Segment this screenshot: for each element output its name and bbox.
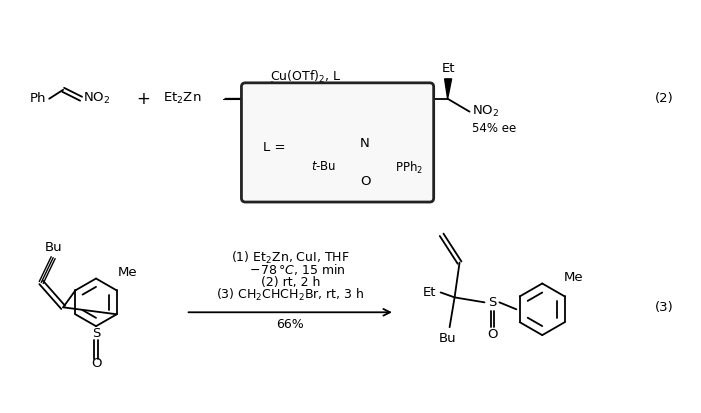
FancyBboxPatch shape bbox=[241, 83, 434, 202]
Text: O: O bbox=[360, 175, 371, 188]
Text: S: S bbox=[489, 296, 496, 309]
Text: Et$_2$Zn: Et$_2$Zn bbox=[163, 91, 202, 106]
Text: (2): (2) bbox=[654, 92, 673, 105]
Text: Et: Et bbox=[423, 286, 437, 299]
Text: PPh$_2$: PPh$_2$ bbox=[395, 159, 423, 176]
Text: Me: Me bbox=[118, 266, 137, 279]
Text: 54% ee: 54% ee bbox=[472, 122, 516, 135]
Text: 65%: 65% bbox=[291, 102, 319, 115]
Text: (2) rt, 2 h: (2) rt, 2 h bbox=[261, 276, 320, 289]
Text: (3) CH$_2$CHCH$_2$Br, rt, 3 h: (3) CH$_2$CHCH$_2$Br, rt, 3 h bbox=[216, 287, 365, 304]
Text: 66%: 66% bbox=[276, 318, 304, 331]
Text: Bu: Bu bbox=[44, 241, 62, 254]
Text: Toluene, -30 °C: Toluene, -30 °C bbox=[257, 81, 353, 94]
Text: $-78\,°C$, 15 min: $-78\,°C$, 15 min bbox=[234, 262, 346, 277]
Text: NO$_2$: NO$_2$ bbox=[472, 104, 499, 119]
Polygon shape bbox=[444, 79, 451, 99]
Text: O: O bbox=[487, 328, 498, 341]
Text: $t$-Bu: $t$-Bu bbox=[311, 160, 336, 173]
Text: Ph: Ph bbox=[405, 92, 422, 105]
Text: Ph: Ph bbox=[29, 92, 46, 105]
Text: L =: L = bbox=[264, 141, 286, 154]
Text: Me: Me bbox=[564, 271, 584, 284]
Text: S: S bbox=[92, 327, 100, 339]
Text: (1) Et$_2$Zn, CuI, THF: (1) Et$_2$Zn, CuI, THF bbox=[231, 249, 350, 266]
Text: (3): (3) bbox=[654, 301, 673, 314]
Text: Cu(OTf)$_2$, L: Cu(OTf)$_2$, L bbox=[270, 69, 341, 85]
Text: +: + bbox=[136, 90, 150, 108]
Text: N: N bbox=[360, 137, 369, 150]
Text: Bu: Bu bbox=[439, 332, 456, 344]
Text: NO$_2$: NO$_2$ bbox=[83, 91, 111, 106]
Text: O: O bbox=[90, 357, 101, 370]
Text: Et: Et bbox=[442, 62, 456, 76]
